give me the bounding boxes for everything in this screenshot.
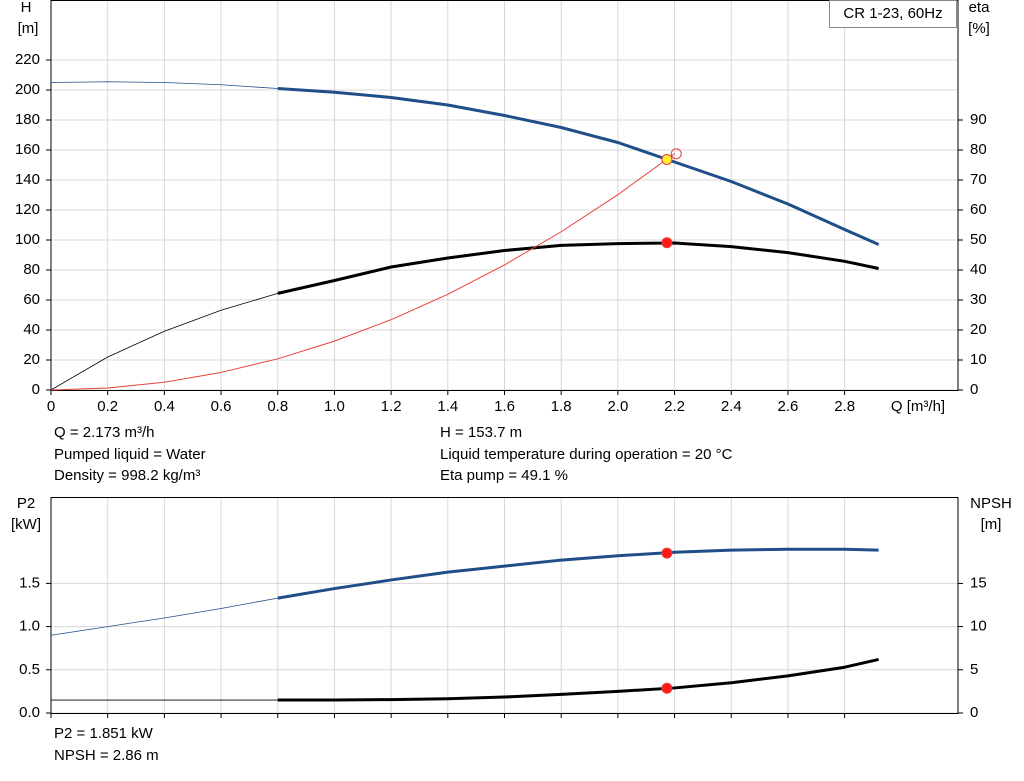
info-text: P2 = 1.851 kW: [54, 725, 154, 742]
curve-thin: [50, 597, 278, 636]
info-text: Liquid temperature during operation = 20…: [440, 446, 733, 463]
y2-tick-label: 60: [970, 201, 987, 218]
y-tick-label: 80: [23, 261, 40, 278]
y-tick-label: 0.0: [19, 704, 40, 721]
curve: [277, 241, 879, 295]
x-tick-label: 1.4: [437, 398, 458, 415]
y2-tick-label: 50: [970, 231, 987, 248]
x-tick-label: 2.4: [721, 398, 742, 415]
operating-point: [661, 237, 673, 249]
y2-tick-label: 15: [970, 574, 987, 591]
y2-tick-label: 70: [970, 171, 987, 188]
y-tick-label: 0: [32, 381, 40, 398]
x-tick-label: 2.8: [834, 398, 855, 415]
y2-tick-label: 20: [970, 321, 987, 338]
curve-thin: [50, 81, 278, 89]
y-tick-label: 1.0: [19, 618, 40, 635]
x-tick-label: 1.2: [381, 398, 402, 415]
y-tick-label: 40: [23, 321, 40, 338]
x-tick-label: 0.4: [154, 398, 175, 415]
y-tick-label: 120: [15, 201, 40, 218]
x-tick-label: 0.2: [97, 398, 118, 415]
y-tick-label: 200: [15, 81, 40, 98]
chart-title: CR 1-23, 60Hz: [843, 5, 942, 22]
curve: [277, 657, 879, 702]
y2-tick-label: 0: [970, 381, 978, 398]
info-text: NPSH = 2.86 m: [54, 747, 159, 764]
y-tick-label: 160: [15, 141, 40, 158]
curve: [277, 87, 880, 246]
y2-tick-label: 40: [970, 261, 987, 278]
x-tick-label: 0: [47, 398, 55, 415]
y-tick-label: 180: [15, 111, 40, 128]
info-text: Q = 2.173 m³/h: [54, 424, 154, 441]
y2-axis-unit: [m]: [981, 516, 1002, 533]
x-tick-label: 2.2: [664, 398, 685, 415]
y2-tick-label: 10: [970, 618, 987, 635]
curve: [50, 153, 675, 391]
y2-tick-label: 80: [970, 141, 987, 158]
x-tick-label: 1.6: [494, 398, 515, 415]
y-axis-unit: [kW]: [11, 516, 41, 533]
y2-axis-label: NPSH: [970, 495, 1012, 512]
y2-axis-unit: [%]: [968, 20, 990, 37]
y-axis-unit: [m]: [18, 20, 39, 37]
info-text: Eta pump = 49.1 %: [440, 467, 568, 484]
y-axis-label: P2: [17, 495, 35, 512]
y-tick-label: 220: [15, 51, 40, 68]
info-text: Pumped liquid = Water: [54, 446, 206, 463]
y-tick-label: 20: [23, 351, 40, 368]
x-tick-label: 0.6: [211, 398, 232, 415]
y2-tick-label: 0: [970, 704, 978, 721]
plot-frame: [50, 0, 959, 391]
y2-tick-label: 5: [970, 661, 978, 678]
y2-axis-label: eta: [969, 0, 991, 16]
y2-tick-label: 90: [970, 111, 987, 128]
plot-frame: [50, 497, 959, 714]
operating-point: [661, 682, 673, 694]
operating-point: [661, 547, 673, 559]
y-tick-label: 1.5: [19, 574, 40, 591]
curve-thin: [50, 293, 278, 391]
y2-tick-label: 30: [970, 291, 987, 308]
x-axis-label: Q [m³/h]: [891, 398, 945, 415]
y-tick-label: 100: [15, 231, 40, 248]
x-tick-label: 1.8: [551, 398, 572, 415]
info-text: Density = 998.2 kg/m³: [54, 467, 200, 484]
curve: [277, 547, 879, 600]
operating-point: [661, 153, 673, 165]
x-tick-label: 2.0: [607, 398, 628, 415]
y-tick-label: 0.5: [19, 661, 40, 678]
y-axis-label: H: [21, 0, 32, 16]
x-tick-label: 1.0: [324, 398, 345, 415]
y-tick-label: 60: [23, 291, 40, 308]
y2-tick-label: 10: [970, 351, 987, 368]
x-tick-label: 2.6: [778, 398, 799, 415]
operating-point: [670, 148, 682, 160]
x-tick-label: 0.8: [267, 398, 288, 415]
y-tick-label: 140: [15, 171, 40, 188]
title-box: [829, 0, 957, 28]
info-text: H = 153.7 m: [440, 424, 522, 441]
